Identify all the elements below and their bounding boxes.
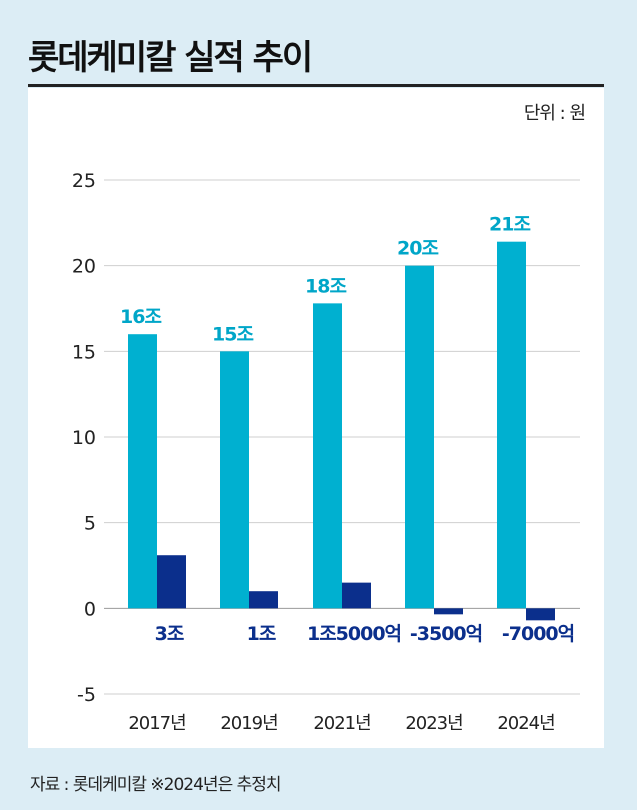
revenue-bar (497, 241, 526, 609)
profit-bar (526, 608, 555, 621)
source-note: 자료 : 롯데케미칼 ※2024년은 추정치 (30, 775, 282, 795)
y-tick-label: 20 (72, 256, 96, 278)
revenue-data-label: 15조 (212, 323, 253, 345)
chart-title: 롯데케미칼 실적 추이 (28, 38, 313, 78)
title-divider (28, 84, 604, 87)
profit-bar (157, 555, 186, 609)
profit-data-label: 3조 (155, 623, 184, 645)
y-tick-label: 25 (72, 170, 96, 192)
x-tick-label: 2023년 (405, 713, 462, 734)
revenue-data-label: 16조 (120, 306, 161, 328)
x-tick-label: 2019년 (220, 713, 277, 734)
unit-label: 단위 : 원 (523, 103, 586, 124)
profit-bar (249, 591, 278, 609)
profit-data-label: -3500억 (410, 623, 482, 645)
revenue-bar (313, 303, 342, 609)
profit-data-label: 1조 (247, 623, 276, 645)
x-tick-label: 2017년 (128, 713, 185, 734)
revenue-bar (405, 265, 434, 609)
revenue-data-label: 21조 (489, 214, 530, 236)
y-tick-label: 0 (84, 598, 96, 620)
revenue-data-label: 18조 (305, 275, 346, 297)
y-tick-label: 15 (72, 341, 96, 363)
profit-data-label: 1조5000억 (307, 623, 401, 645)
y-tick-label: -5 (77, 684, 96, 706)
x-tick-label: 2021년 (313, 713, 370, 734)
revenue-data-label: 20조 (397, 238, 438, 260)
y-tick-label: 5 (84, 513, 96, 535)
profit-bar (434, 608, 463, 615)
profit-data-label: -7000억 (502, 623, 574, 645)
revenue-bar (128, 334, 157, 609)
revenue-bar (220, 351, 249, 609)
x-tick-label: 2024년 (497, 713, 554, 734)
y-tick-label: 10 (72, 427, 96, 449)
profit-bar (342, 582, 371, 609)
